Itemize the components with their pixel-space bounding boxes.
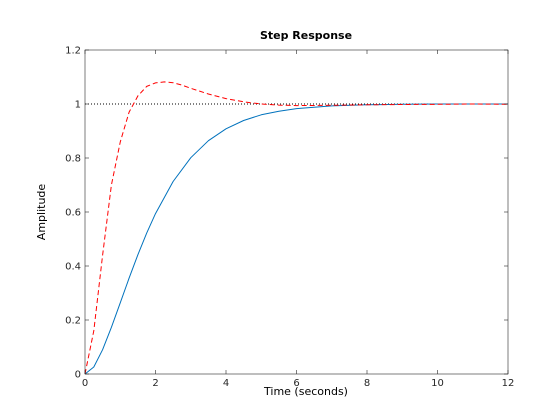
y-tick-label: 0: [75, 370, 81, 381]
y-tick-label: 0.4: [65, 262, 81, 273]
chart-title: Step Response: [260, 29, 352, 42]
x-axis-label: Time (seconds): [263, 385, 348, 398]
y-tick-label: 1: [75, 100, 81, 111]
x-tick-label: 10: [431, 378, 444, 389]
plot-area: [85, 50, 508, 374]
x-tick-label: 0: [82, 378, 88, 389]
series-line-dashed: [84, 81, 509, 375]
y-tick-label: 0.2: [65, 316, 81, 327]
y-axis-label: Amplitude: [35, 184, 48, 241]
series-line-solid: [84, 103, 508, 375]
y-tick-label: 1.2: [65, 46, 81, 57]
x-tick-label: 4: [223, 378, 229, 389]
x-tick-label: 8: [364, 378, 370, 389]
y-tick-label: 0.8: [65, 154, 81, 165]
x-tick-label: 12: [502, 378, 515, 389]
x-tick-label: 6: [293, 378, 299, 389]
x-tick-label: 2: [152, 378, 158, 389]
y-tick-label: 0.6: [65, 208, 81, 219]
